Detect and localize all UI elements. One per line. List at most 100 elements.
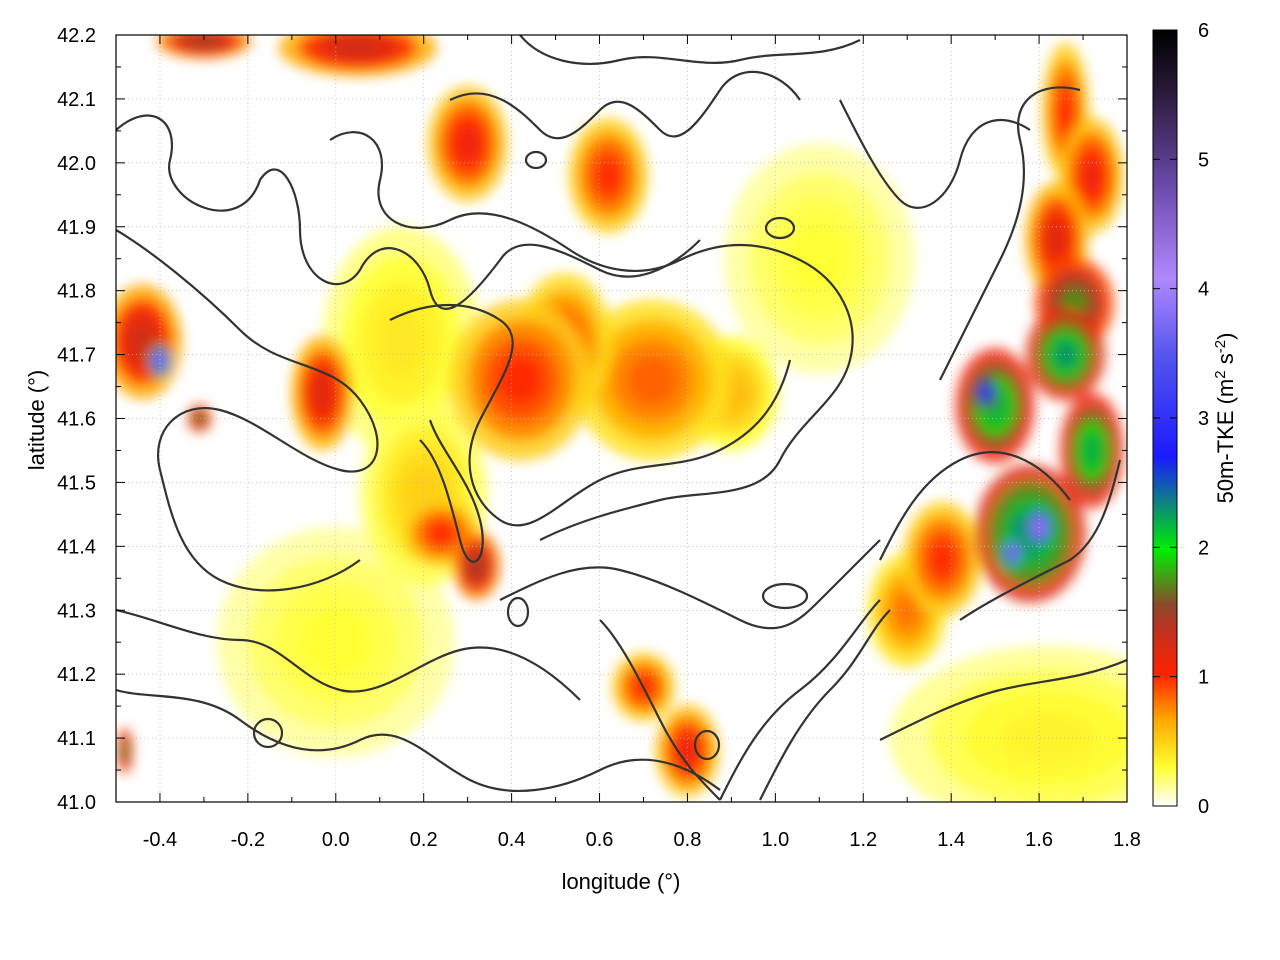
heatmap-feature <box>469 555 484 576</box>
plot-area <box>115 34 1128 803</box>
contour-line <box>879 451 1071 561</box>
colorbar-title-end: ) <box>1213 333 1238 340</box>
heatmap-feature <box>299 607 373 678</box>
heatmap-feature <box>498 355 543 405</box>
contour-line <box>389 304 792 527</box>
contour-line <box>329 131 854 541</box>
colorbar-ticks: 0 1 2 3 4 5 6 <box>1153 20 1209 818</box>
contour-line <box>959 459 1122 621</box>
x-tick-label: 0.8 <box>674 829 702 851</box>
heatmap-feature <box>677 736 698 766</box>
y-tick-label: 41.3 <box>57 600 96 622</box>
y-tick-label: 41.8 <box>57 281 96 303</box>
heatmap-feature <box>596 158 621 194</box>
y-tick-label: 41.6 <box>57 409 96 431</box>
contour-loop <box>252 717 284 749</box>
colorbar-tick-label: 0 <box>1198 796 1209 818</box>
contour-lines <box>116 35 1127 801</box>
heatmap-feature <box>790 223 849 294</box>
y-tick-label: 42.0 <box>57 153 96 175</box>
contour-line <box>839 99 1031 209</box>
y-tick-label: 41.0 <box>57 792 96 814</box>
x-tick-label: 0.0 <box>322 829 350 851</box>
contour-line <box>499 539 881 630</box>
heatmap-feature <box>1058 90 1073 133</box>
contour-line <box>759 609 891 801</box>
colorbar-tick-label: 2 <box>1198 537 1209 559</box>
heatmap-feature <box>930 541 955 577</box>
x-tick-label: 0.6 <box>586 829 614 851</box>
contour-line <box>419 419 484 563</box>
colorbar-tick-label: 6 <box>1198 20 1209 42</box>
y-tick-label: 42.2 <box>57 25 96 47</box>
y-tick-label: 41.9 <box>57 217 96 239</box>
x-tick-label: 1.4 <box>937 829 965 851</box>
heatmap-field <box>116 35 1127 802</box>
contour-line <box>719 599 881 801</box>
contour-loop <box>524 150 548 170</box>
y-tick-label: 42.1 <box>57 89 96 111</box>
contour-line <box>519 35 861 65</box>
heatmap-feature <box>982 387 990 399</box>
heatmap-feature <box>333 39 382 57</box>
contour-loop <box>506 596 530 628</box>
x-tick-label: 0.2 <box>410 829 438 851</box>
heatmap-feature <box>429 523 454 544</box>
y-tick-label: 41.1 <box>57 728 96 750</box>
contour-line <box>879 658 1127 741</box>
contour-line <box>116 608 581 701</box>
y-tick-label: 41.7 <box>57 345 96 367</box>
x-tick-label: 1.6 <box>1025 829 1053 851</box>
x-tick-label: -0.4 <box>143 829 177 851</box>
contour-line <box>116 229 379 592</box>
contour-line <box>449 70 801 140</box>
x-tick-label: 1.8 <box>1113 829 1141 851</box>
contour-loop <box>761 582 809 610</box>
heatmap-feature <box>895 592 920 628</box>
x-tick-label: 1.2 <box>849 829 877 851</box>
x-axis-ticks: -0.4 -0.2 0.0 0.2 0.4 0.6 0.8 1.0 1.2 1.4 1.6 1.8 <box>143 35 1141 851</box>
heatmap-feature <box>1082 432 1102 469</box>
y-axis-ticks: 41.0 41.1 41.2 41.3 41.4 41.5 41.6 41.7 41.8 41.9… <box>57 25 1127 814</box>
colorbar-tick-label: 5 <box>1198 149 1209 171</box>
contour-line <box>599 619 721 801</box>
heatmap-blobs <box>116 35 1127 802</box>
heatmap-feature <box>130 324 155 360</box>
colorbar-tick-label: 4 <box>1198 279 1209 301</box>
heatmap-feature <box>156 355 164 367</box>
x-tick-label: -0.2 <box>231 829 265 851</box>
colorbar-title-mid: s <box>1213 353 1238 370</box>
heatmap-feature <box>999 710 1097 767</box>
heatmap-feature <box>1009 547 1017 558</box>
heatmap-feature <box>122 743 128 758</box>
colorbar-title-sup2: -2 <box>1212 340 1229 353</box>
y-tick-label: 41.5 <box>57 472 96 494</box>
x-axis-title: longitude (°) <box>562 869 681 894</box>
contour-line <box>939 86 1081 381</box>
x-tick-label: 1.0 <box>761 829 789 851</box>
y-tick-label: 41.4 <box>57 536 96 558</box>
y-tick-label: 41.2 <box>57 664 96 686</box>
heatmap-feature <box>195 414 204 423</box>
colorbar-tick-label: 3 <box>1198 408 1209 430</box>
colorbar-title-sup1: 2 <box>1212 370 1229 378</box>
contour-line <box>116 688 721 792</box>
contour-line <box>116 114 701 310</box>
heatmap-feature <box>189 36 219 47</box>
x-tick-label: 0.4 <box>498 829 526 851</box>
colorbar-title: 50m-TKE (m2 s-2) <box>1212 333 1239 504</box>
heatmap-feature <box>1053 340 1078 369</box>
colorbar-tick-label: 1 <box>1198 667 1209 689</box>
contour-loop <box>764 216 796 240</box>
heatmap-feature <box>377 306 426 377</box>
heatmap-feature <box>628 355 677 405</box>
heatmap-feature <box>455 126 480 162</box>
heatmap-feature <box>1047 221 1067 258</box>
heatmap-feature <box>1082 158 1102 194</box>
colorbar-title-base: 50m-TKE (m <box>1213 379 1238 504</box>
contour-loop <box>693 729 721 761</box>
y-axis-title: latitude (°) <box>24 370 49 471</box>
heatmap-feature <box>312 375 333 411</box>
